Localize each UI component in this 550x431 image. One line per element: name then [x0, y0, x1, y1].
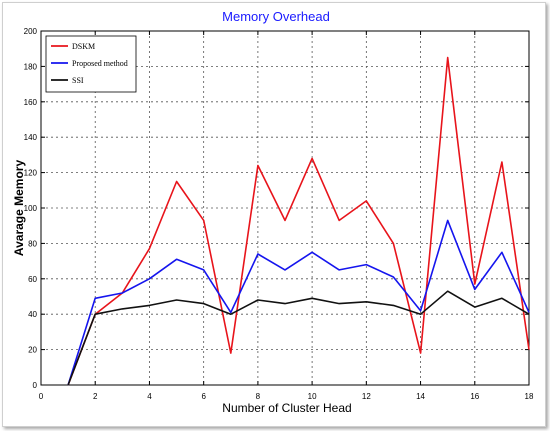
- y-tick-label: 20: [28, 346, 37, 355]
- y-tick-label: 100: [24, 204, 38, 213]
- series-line-ssi: [67, 290, 530, 386]
- x-tick-label: 6: [201, 392, 206, 401]
- x-tick-label: 8: [256, 392, 261, 401]
- y-tick-label: 80: [28, 239, 37, 248]
- x-tick-label: 2: [93, 392, 98, 401]
- x-tick-label: 10: [308, 392, 317, 401]
- y-tick-label: 140: [24, 133, 38, 142]
- y-tick-label: 60: [28, 275, 37, 284]
- y-tick-label: 160: [24, 98, 38, 107]
- x-tick-label: 0: [39, 392, 44, 401]
- legend-label: SSI: [72, 76, 84, 85]
- x-tick-label: 16: [470, 392, 479, 401]
- legend-label: DSKM: [72, 42, 95, 51]
- y-tick-label: 200: [24, 27, 38, 36]
- legend-label: Proposed method: [72, 59, 128, 68]
- x-tick-label: 12: [362, 392, 371, 401]
- x-tick-label: 14: [416, 392, 425, 401]
- y-axis-label: Avarage Memory: [12, 160, 26, 257]
- y-tick-label: 0: [33, 381, 38, 390]
- series-line-proposed-method: [67, 219, 530, 386]
- x-axis-label: Number of Cluster Head: [222, 401, 351, 415]
- y-tick-label: 180: [24, 62, 38, 71]
- x-tick-label: 18: [525, 392, 534, 401]
- y-tick-label: 120: [24, 169, 38, 178]
- y-tick-label: 40: [28, 310, 37, 319]
- x-tick-label: 4: [147, 392, 152, 401]
- series-line-dskm: [67, 56, 530, 386]
- chart-title: Memory Overhead: [222, 9, 330, 24]
